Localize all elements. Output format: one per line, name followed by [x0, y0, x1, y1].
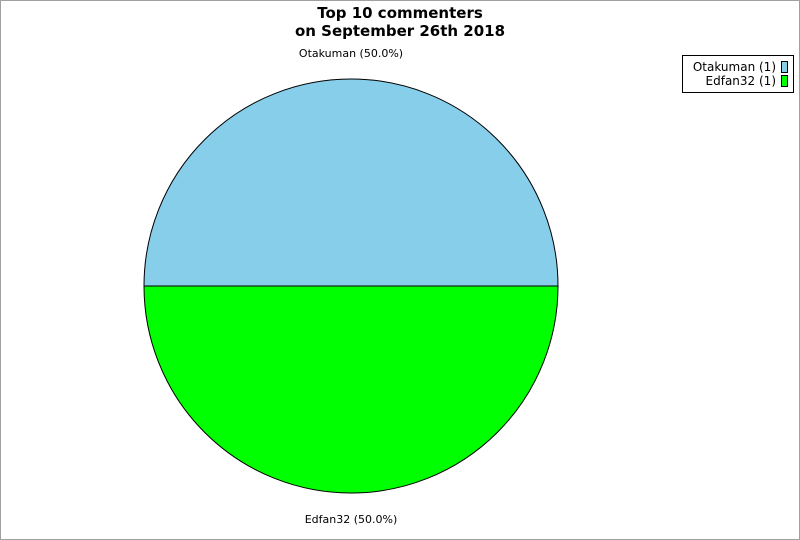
pie-slice-otakuman	[143, 78, 559, 287]
legend-swatch	[781, 75, 788, 87]
chart-title-line-2: on September 26th 2018	[295, 22, 505, 40]
pie-slice-edfan32	[143, 285, 559, 494]
legend-label: Otakuman (1)	[693, 60, 776, 74]
legend: Otakuman (1)Edfan32 (1)	[682, 55, 794, 93]
legend-swatch	[781, 61, 788, 73]
legend-label: Edfan32 (1)	[706, 74, 776, 88]
slice-label: Edfan32 (50.0%)	[305, 513, 398, 526]
legend-box	[682, 55, 794, 93]
chart-title-line-1: Top 10 commenters	[317, 4, 483, 22]
slice-label: Otakuman (50.0%)	[299, 47, 403, 60]
